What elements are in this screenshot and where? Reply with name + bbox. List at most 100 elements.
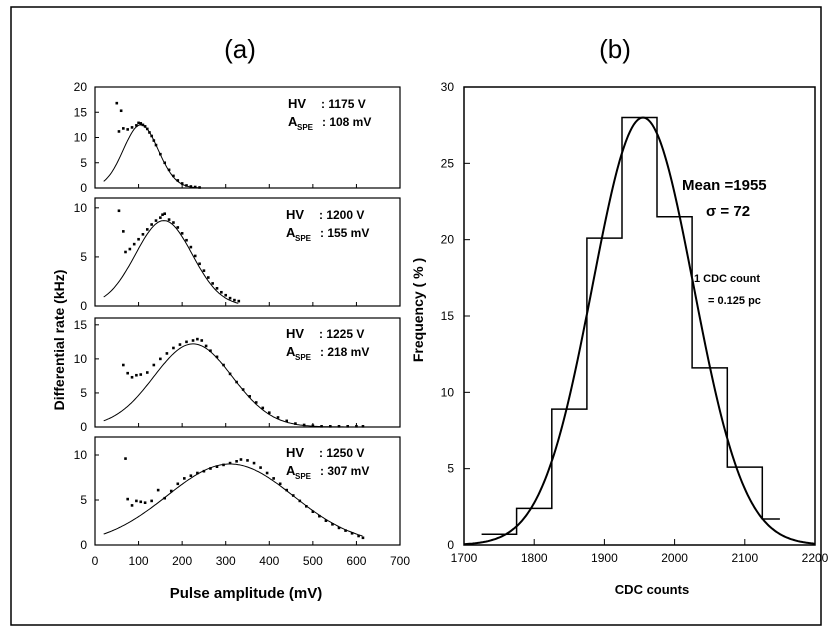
data-point — [215, 355, 219, 359]
data-point — [285, 419, 289, 423]
data-point — [178, 343, 182, 346]
hv-value: : 1200 V — [319, 208, 364, 222]
data-point — [215, 287, 219, 290]
data-point — [128, 247, 132, 251]
ytick-label: 25 — [441, 156, 455, 170]
data-point — [278, 482, 282, 486]
data-point — [135, 499, 138, 503]
data-point — [344, 529, 347, 532]
ytick-label: 10 — [74, 201, 88, 215]
data-point — [248, 395, 251, 398]
data-point — [126, 371, 129, 375]
ytick-label: 20 — [74, 80, 88, 94]
data-point — [156, 488, 160, 492]
data-point — [209, 349, 212, 352]
data-point — [220, 290, 223, 294]
data-point — [202, 269, 206, 272]
xtick-label: 300 — [216, 554, 236, 568]
data-point — [124, 250, 127, 254]
data-point — [252, 461, 256, 465]
fit-curve-a1 — [103, 124, 200, 189]
aspe-subscript: SPE — [295, 353, 312, 362]
data-point — [298, 499, 302, 503]
data-point — [122, 363, 125, 367]
data-point — [172, 221, 175, 224]
ytick-label: 10 — [441, 385, 455, 399]
hv-label: HV — [286, 445, 304, 460]
hv-label: HV — [286, 207, 304, 222]
ytick-label: 5 — [80, 493, 87, 507]
ytick-label: 10 — [74, 448, 88, 462]
data-point — [180, 182, 184, 185]
panel-a-xlabel: Pulse amplitude (mV) — [170, 585, 323, 602]
ytick-label: 0 — [447, 538, 454, 552]
aspe-label: A — [286, 225, 296, 240]
hv-label: HV — [288, 96, 306, 111]
data-point — [193, 254, 197, 258]
aspe-label: A — [286, 463, 296, 478]
data-point — [259, 466, 262, 469]
data-point — [137, 237, 140, 241]
aspe-value: : 218 mV — [320, 345, 369, 359]
ytick-label: 15 — [441, 309, 455, 323]
data-point — [193, 185, 197, 189]
data-point — [132, 242, 136, 246]
ytick-label: 0 — [80, 538, 87, 552]
xtick-label: 1900 — [591, 551, 618, 565]
data-point — [228, 296, 232, 300]
data-point — [130, 375, 134, 379]
data-point — [246, 459, 249, 462]
data-point — [291, 494, 295, 497]
data-point — [196, 337, 199, 341]
data-point — [324, 519, 328, 522]
data-point — [294, 422, 297, 425]
data-point — [122, 230, 125, 233]
panel-a-title: (a) — [224, 34, 256, 64]
data-point — [126, 128, 129, 131]
hv-value: : 1225 V — [319, 327, 364, 341]
data-point — [152, 139, 156, 142]
data-point — [272, 477, 275, 480]
ytick-label: 10 — [74, 131, 88, 145]
data-point — [204, 344, 208, 348]
xtick-label: 2000 — [661, 551, 688, 565]
panel-b-ylabel: Frequency ( % ) — [410, 258, 426, 362]
xtick-label: 2100 — [731, 551, 758, 565]
data-point — [228, 461, 232, 465]
aspe-value: : 155 mV — [320, 226, 369, 240]
data-point — [143, 125, 147, 128]
ytick-label: 10 — [74, 352, 88, 366]
data-point — [130, 504, 134, 507]
data-point — [137, 121, 140, 125]
ytick-label: 30 — [441, 80, 455, 94]
fit-curve-a3 — [103, 343, 363, 428]
data-point — [159, 357, 162, 361]
data-point — [361, 425, 365, 428]
data-point — [224, 293, 228, 297]
data-point — [222, 463, 225, 467]
xtick-label: 600 — [346, 554, 366, 568]
data-point — [185, 184, 188, 187]
data-point — [265, 471, 269, 475]
data-point — [154, 219, 158, 222]
xtick-label: 100 — [129, 554, 149, 568]
xtick-label: 0 — [92, 554, 99, 568]
data-point — [185, 238, 188, 242]
data-point — [154, 143, 158, 147]
hv-label: HV — [286, 326, 304, 341]
aspe-label: A — [286, 344, 296, 359]
aspe-subscript: SPE — [295, 472, 312, 481]
xtick-label: 2200 — [802, 551, 829, 565]
sigma-annotation: σ = 72 — [706, 203, 750, 220]
data-point — [145, 127, 149, 131]
data-point — [215, 465, 219, 468]
data-point — [337, 425, 341, 428]
hv-value: : 1250 V — [319, 446, 364, 460]
data-point — [254, 401, 258, 404]
data-point — [361, 536, 365, 540]
ytick-label: 20 — [441, 233, 455, 247]
data-point — [159, 216, 162, 219]
data-point — [241, 388, 245, 391]
data-point — [143, 501, 147, 504]
